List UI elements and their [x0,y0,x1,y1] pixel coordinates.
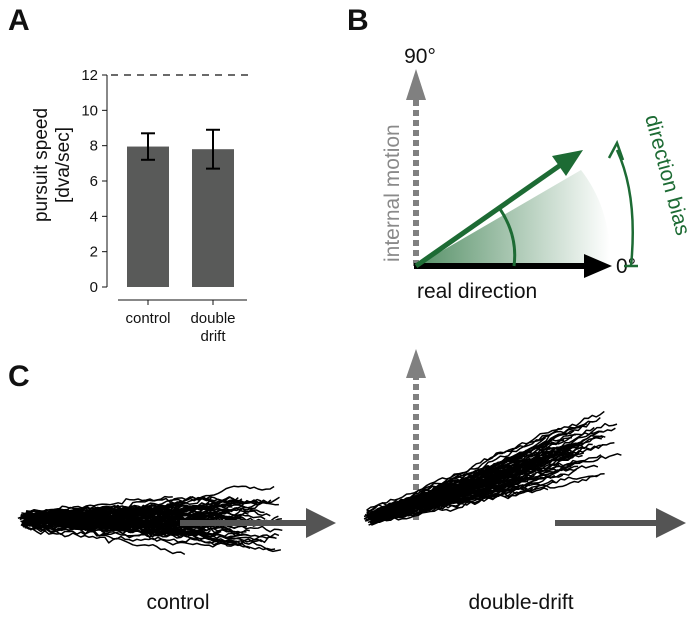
panel-a-letter: A [8,4,30,37]
y-tick-label: 0 [90,279,98,296]
x-category-label: double [190,310,235,327]
perceived-direction-arrow-head [552,150,583,176]
double-drift-arrow-head [656,508,686,538]
perceived-direction-arrow-shaft [414,161,564,269]
bias-wedge [416,170,611,266]
bar [192,149,234,287]
panel-c: C control double-drift [8,349,686,614]
eye-trace [30,507,271,518]
bars [127,128,234,287]
y-axis-title: pursuit speed [dva/sec] [31,108,74,222]
eye-trace [21,507,242,519]
y-tick-label: 8 [90,138,98,155]
eye-trace [20,524,237,548]
eye-trace [370,474,556,525]
eye-trace [24,526,186,556]
eye-trace [22,519,280,539]
panel-c-letter: C [8,360,30,393]
eye-trace [25,510,203,525]
y-tick-label: 10 [81,102,98,119]
control-label: control [146,591,209,614]
x-category-label: control [125,310,170,327]
y-tick-label: 12 [81,67,98,84]
y-tick-label: 4 [90,208,98,225]
double-drift-internal-arrow-head [406,349,426,378]
direction-bias-arc [615,149,634,267]
internal-motion-arrow-head [406,69,426,100]
direction-bias-label: direction bias [640,112,694,237]
x-category-label: drift [200,328,226,345]
y-ticks: 0 2 4 6 8 10 12 [81,67,107,296]
panel-b-letter: B [347,4,369,37]
eye-trace [24,517,249,538]
panel-a: A pursuit speed [dva/sec] 0 2 4 6 8 10 12 cont… [8,4,251,345]
internal-motion-label: internal motion [381,124,404,262]
eye-trace [370,423,588,517]
angle-arc [498,208,517,267]
y-axis-title-line1: pursuit speed [31,108,52,222]
real-direction-label: real direction [417,280,537,303]
double-drift-traces [363,410,622,526]
y-tick-label: 6 [90,173,98,190]
control-traces [17,485,283,556]
y-tick-label: 2 [90,244,98,261]
bar [127,146,169,287]
y-axis-title-line2: [dva/sec] [53,127,74,203]
eye-trace [368,450,558,521]
eye-trace [23,514,205,530]
label-90-degrees: 90° [404,45,436,68]
double-drift-label: double-drift [468,591,573,614]
eye-trace [26,485,275,515]
eye-trace [366,450,572,518]
real-direction-arrow-head [584,254,612,278]
direction-bias-arc-arrowhead [607,139,625,161]
panel-b: B 90° internal motion real direction 0° … [347,4,694,303]
control-arrow-head [306,508,336,538]
eye-trace [371,436,573,523]
eye-trace [25,501,235,513]
eye-trace [22,519,276,551]
bar-chart: pursuit speed [dva/sec] 0 2 4 6 8 10 12 contro… [31,67,251,345]
